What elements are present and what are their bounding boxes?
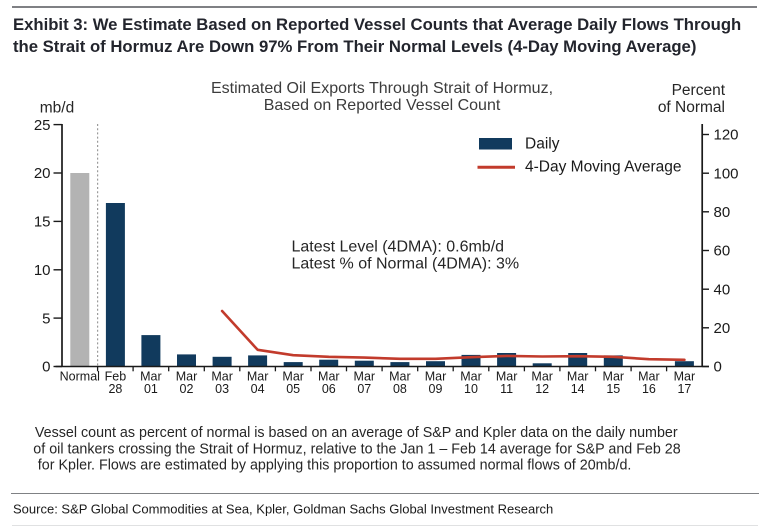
- svg-text:11: 11: [500, 382, 513, 396]
- svg-text:Percent: Percent: [672, 82, 726, 99]
- svg-text:08: 08: [393, 382, 407, 396]
- svg-text:07: 07: [357, 382, 371, 396]
- svg-text:25: 25: [34, 117, 51, 134]
- svg-text:10: 10: [34, 262, 51, 279]
- svg-text:Mar: Mar: [354, 370, 376, 384]
- svg-text:Normal: Normal: [60, 370, 100, 384]
- svg-text:0: 0: [714, 359, 722, 376]
- svg-text:Latest % of Normal (4DMA): 3%: Latest % of Normal (4DMA): 3%: [292, 255, 520, 272]
- svg-text:Mar: Mar: [603, 370, 625, 384]
- svg-text:the Strait of Hormuz Are Down: the Strait of Hormuz Are Down 97% From T…: [13, 37, 696, 56]
- svg-text:15: 15: [606, 382, 620, 396]
- svg-text:for Kpler. Flows are estimated: for Kpler. Flows are estimated by applyi…: [38, 458, 632, 474]
- svg-text:of Normal: of Normal: [658, 99, 725, 116]
- svg-text:4-Day Moving Average: 4-Day Moving Average: [525, 159, 682, 176]
- svg-text:Mar: Mar: [496, 370, 518, 384]
- svg-text:Source: S&P Global Commodities: Source: S&P Global Commodities at Sea, K…: [13, 502, 553, 517]
- svg-text:Estimated Oil Exports Through: Estimated Oil Exports Through Strait of …: [211, 80, 553, 97]
- svg-text:Mar: Mar: [389, 370, 411, 384]
- svg-text:Mar: Mar: [140, 370, 162, 384]
- svg-text:Mar: Mar: [211, 370, 233, 384]
- svg-text:16: 16: [642, 382, 656, 396]
- svg-text:15: 15: [34, 214, 51, 231]
- svg-text:Latest Level (4DMA): 0.6mb/d: Latest Level (4DMA): 0.6mb/d: [292, 239, 505, 256]
- svg-text:20: 20: [34, 165, 51, 182]
- svg-text:Feb: Feb: [105, 370, 127, 384]
- svg-text:17: 17: [677, 382, 691, 396]
- svg-text:120: 120: [714, 127, 739, 144]
- svg-text:5: 5: [42, 310, 50, 327]
- svg-text:04: 04: [251, 382, 265, 396]
- svg-text:02: 02: [180, 382, 194, 396]
- svg-text:Vessel count as percent of nor: Vessel count as percent of normal is bas…: [35, 425, 678, 441]
- svg-text:Mar: Mar: [425, 370, 447, 384]
- svg-text:01: 01: [144, 382, 158, 396]
- svg-text:Exhibit 3: We Estimate Based o: Exhibit 3: We Estimate Based on Reported…: [13, 15, 741, 34]
- svg-text:of oil tankers crossing the St: of oil tankers crossing the Strait of Ho…: [33, 441, 680, 457]
- svg-text:12: 12: [535, 382, 549, 396]
- svg-text:Mar: Mar: [247, 370, 269, 384]
- svg-text:Daily: Daily: [525, 136, 560, 153]
- svg-text:Mar: Mar: [567, 370, 589, 384]
- svg-text:09: 09: [429, 382, 443, 396]
- svg-text:80: 80: [714, 204, 731, 221]
- svg-text:Mar: Mar: [674, 370, 696, 384]
- svg-text:Mar: Mar: [460, 370, 482, 384]
- svg-text:28: 28: [108, 382, 122, 396]
- svg-text:Mar: Mar: [176, 370, 198, 384]
- svg-text:mb/d: mb/d: [40, 100, 74, 117]
- svg-text:40: 40: [714, 281, 731, 298]
- svg-text:0: 0: [42, 359, 50, 376]
- svg-text:100: 100: [714, 165, 739, 182]
- svg-text:20: 20: [714, 320, 731, 337]
- svg-text:14: 14: [571, 382, 585, 396]
- svg-text:60: 60: [714, 243, 731, 260]
- svg-text:Based on Reported Vessel Count: Based on Reported Vessel Count: [264, 97, 501, 114]
- svg-text:Mar: Mar: [638, 370, 660, 384]
- svg-text:Mar: Mar: [282, 370, 304, 384]
- svg-text:Mar: Mar: [531, 370, 553, 384]
- svg-text:03: 03: [215, 382, 229, 396]
- svg-text:10: 10: [464, 382, 478, 396]
- svg-text:Mar: Mar: [318, 370, 340, 384]
- svg-text:05: 05: [286, 382, 300, 396]
- svg-text:06: 06: [322, 382, 336, 396]
